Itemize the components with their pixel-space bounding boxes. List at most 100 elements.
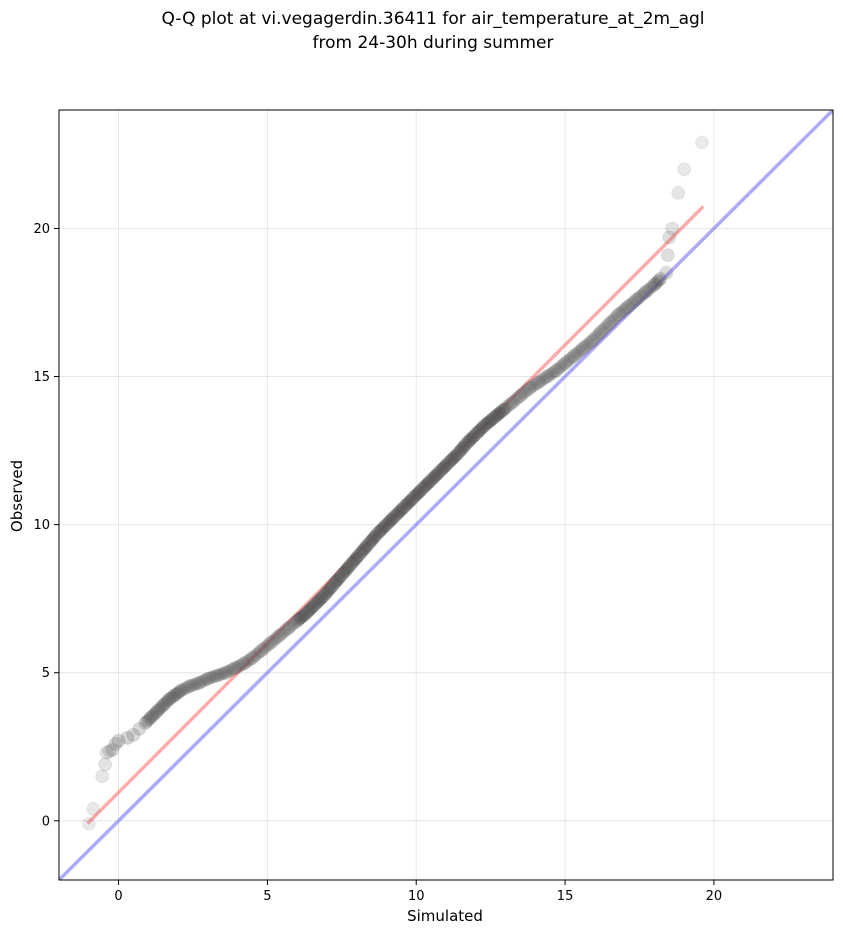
data-point bbox=[279, 623, 293, 637]
data-point bbox=[111, 733, 126, 748]
data-point bbox=[172, 685, 186, 699]
data-point bbox=[444, 454, 458, 468]
data-point bbox=[433, 464, 448, 479]
data-point bbox=[453, 444, 467, 458]
data-point bbox=[338, 564, 352, 578]
data-point bbox=[145, 709, 159, 723]
data-point bbox=[310, 596, 324, 610]
data-point bbox=[334, 567, 349, 582]
data-point bbox=[356, 543, 370, 557]
data-point bbox=[199, 673, 213, 687]
data-point bbox=[347, 553, 361, 567]
data-point bbox=[474, 422, 488, 436]
data-point bbox=[638, 285, 653, 300]
data-point bbox=[287, 617, 301, 631]
data-point bbox=[322, 582, 336, 596]
data-point bbox=[265, 635, 279, 649]
data-point bbox=[408, 489, 422, 503]
data-point bbox=[572, 344, 586, 358]
data-point bbox=[397, 499, 412, 514]
data-points bbox=[81, 135, 710, 831]
data-point bbox=[540, 369, 555, 384]
data-point bbox=[512, 390, 526, 404]
data-point bbox=[468, 427, 483, 442]
y-tick-label: 15 bbox=[33, 370, 50, 385]
data-point bbox=[488, 410, 502, 424]
data-point bbox=[238, 656, 252, 670]
data-point bbox=[292, 612, 306, 626]
data-point bbox=[254, 643, 269, 658]
data-point bbox=[613, 306, 627, 320]
data-point bbox=[337, 566, 351, 580]
data-point bbox=[182, 679, 197, 694]
data-point bbox=[247, 649, 261, 663]
data-point bbox=[633, 290, 647, 304]
data-point bbox=[187, 678, 201, 692]
data-point bbox=[283, 620, 297, 634]
data-point bbox=[132, 721, 147, 736]
data-point bbox=[665, 221, 680, 236]
data-point bbox=[167, 689, 181, 703]
y-axis-ticks: 0 5 10 15 20 bbox=[33, 222, 59, 829]
data-point bbox=[190, 677, 204, 691]
identity-line bbox=[59, 110, 833, 880]
data-point bbox=[392, 505, 406, 519]
x-axis-ticks: 0 5 10 15 20 bbox=[114, 880, 722, 904]
data-point bbox=[370, 526, 385, 541]
data-point bbox=[229, 660, 243, 674]
data-point bbox=[276, 626, 290, 640]
data-point bbox=[218, 665, 233, 680]
grid bbox=[59, 110, 833, 880]
data-point bbox=[231, 659, 245, 673]
data-point bbox=[456, 440, 470, 454]
data-point bbox=[553, 361, 567, 375]
data-point bbox=[235, 658, 249, 672]
data-point bbox=[649, 277, 663, 291]
data-point bbox=[569, 347, 583, 361]
data-point bbox=[465, 431, 479, 445]
x-axis-label: Simulated bbox=[407, 907, 483, 925]
data-point bbox=[471, 426, 485, 440]
data-point bbox=[244, 652, 258, 666]
data-point bbox=[549, 363, 564, 378]
data-point bbox=[269, 632, 283, 646]
data-point bbox=[519, 384, 533, 398]
data-point bbox=[513, 388, 528, 403]
plot-frame bbox=[58, 109, 834, 881]
data-point bbox=[360, 539, 374, 553]
data-point bbox=[165, 691, 179, 705]
data-point bbox=[102, 744, 117, 759]
data-point bbox=[333, 570, 347, 584]
data-point bbox=[343, 557, 358, 572]
data-point bbox=[155, 699, 169, 713]
data-point bbox=[227, 661, 242, 676]
data-point bbox=[272, 628, 287, 643]
data-point bbox=[329, 574, 343, 588]
data-point bbox=[459, 436, 474, 451]
data-point bbox=[426, 471, 440, 485]
data-point bbox=[424, 473, 439, 488]
data-point bbox=[490, 408, 504, 422]
data-point bbox=[560, 355, 574, 369]
data-point bbox=[290, 613, 305, 628]
data-point bbox=[170, 686, 184, 700]
data-point bbox=[224, 663, 238, 677]
data-point bbox=[365, 533, 379, 547]
data-point bbox=[412, 486, 426, 500]
data-point bbox=[472, 424, 486, 438]
data-point bbox=[195, 674, 209, 688]
data-point bbox=[306, 599, 320, 613]
data-point bbox=[98, 757, 113, 772]
data-point bbox=[458, 438, 472, 452]
data-point bbox=[200, 671, 215, 686]
data-point bbox=[181, 680, 195, 694]
data-point bbox=[611, 307, 626, 322]
data-point bbox=[499, 401, 513, 415]
data-point bbox=[260, 639, 274, 653]
data-point bbox=[524, 380, 538, 394]
x-tick-label: 15 bbox=[557, 889, 574, 904]
data-point bbox=[372, 525, 386, 539]
data-point bbox=[396, 502, 410, 516]
data-point bbox=[521, 383, 535, 397]
